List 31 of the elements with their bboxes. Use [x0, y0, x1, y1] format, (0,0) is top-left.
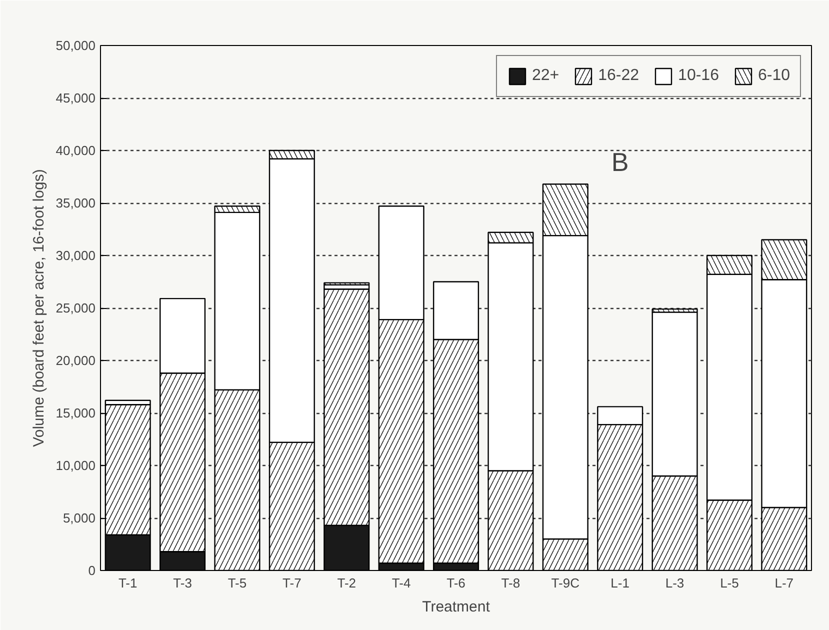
legend-label: 10-16	[678, 67, 719, 85]
legend-label: 6-10	[758, 67, 790, 85]
x-tick-label: T-5	[228, 576, 247, 590]
y-tick-label: 30,000	[56, 248, 96, 263]
y-tick-label: 40,000	[56, 143, 96, 158]
x-tick-label: L-7	[774, 576, 794, 590]
y-tick-label: 35,000	[56, 196, 96, 210]
x-tick-label: T-6	[446, 576, 466, 590]
legend-label: 16-22	[598, 67, 640, 85]
y-tick-label: 5,000	[62, 510, 96, 526]
x-tick-label: T-1	[118, 576, 138, 590]
x-tick-label: T-8	[501, 576, 520, 590]
x-tick-label: T-3	[173, 576, 192, 590]
x-axis-title: Treatment	[422, 598, 491, 616]
y-tick-label: 10,000	[56, 458, 96, 473]
y-axis-title: Volume (board feet per acre, 16-foot logs)	[30, 169, 48, 447]
x-tick-label: T-4	[392, 576, 411, 590]
annotation: B	[611, 146, 629, 177]
y-tick-label: 20,000	[56, 353, 96, 368]
x-tick-label: L-1	[610, 576, 630, 590]
y-tick-label: 50,000	[56, 38, 96, 53]
x-tick-label: L-3	[665, 576, 684, 590]
x-tick-label: T-7	[282, 576, 302, 590]
x-tick-label: T-2	[337, 576, 356, 590]
x-tick-label: L-5	[720, 576, 739, 590]
x-tick-label: T-9C	[551, 576, 580, 590]
y-tick-label: 0	[88, 563, 96, 578]
y-tick-label: 15,000	[56, 406, 96, 420]
y-tick-label: 25,000	[56, 300, 96, 316]
legend-label: 22+	[532, 67, 560, 85]
y-tick-label: 45,000	[56, 90, 96, 106]
